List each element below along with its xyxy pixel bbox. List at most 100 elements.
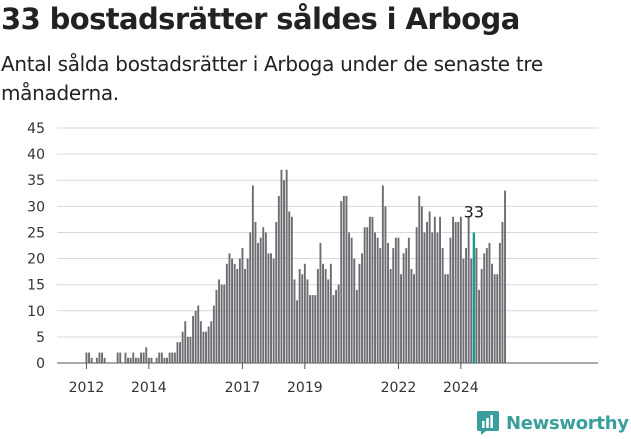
highlight-callout: 33 <box>464 202 484 221</box>
bar <box>402 253 405 363</box>
bar <box>387 242 389 363</box>
bar <box>488 242 491 363</box>
bar <box>254 222 257 363</box>
bar <box>483 253 486 363</box>
bar <box>88 352 90 363</box>
bar <box>303 263 306 363</box>
bar <box>418 195 421 363</box>
bar <box>163 357 166 363</box>
brand-name: Newsworthy <box>506 412 629 434</box>
bar <box>98 352 101 363</box>
bar <box>262 227 265 363</box>
bar <box>158 352 161 363</box>
bars <box>85 169 506 363</box>
bar <box>306 279 309 363</box>
bar <box>376 237 379 363</box>
bar <box>283 180 285 363</box>
bar <box>345 195 348 363</box>
bar <box>184 321 187 363</box>
bar <box>119 352 122 363</box>
bar <box>127 357 129 363</box>
bar <box>350 237 353 363</box>
bar <box>332 295 335 363</box>
bar <box>259 237 262 363</box>
bar <box>368 216 371 363</box>
bar <box>498 242 501 363</box>
y-tick-label: 5 <box>36 330 45 346</box>
x-tick-label: 2024 <box>443 380 479 396</box>
bar <box>322 263 324 363</box>
bar <box>439 216 441 363</box>
bar <box>140 352 142 363</box>
chart-subtitle: Antal sålda bostadsrätter i Arboga under… <box>1 52 543 105</box>
bar <box>116 352 119 363</box>
bar <box>457 222 460 363</box>
bar-chart-logo-icon <box>477 411 499 435</box>
bar <box>220 284 223 363</box>
bar <box>212 305 215 363</box>
bar <box>134 357 137 363</box>
bar <box>207 326 210 363</box>
bar <box>459 216 462 363</box>
bar <box>275 222 278 363</box>
bar <box>358 263 361 363</box>
bar <box>225 263 228 363</box>
bar <box>202 331 205 363</box>
bar <box>270 253 272 363</box>
x-tick-label: 2014 <box>131 380 167 396</box>
bar <box>433 216 436 363</box>
chart-title: 33 bostadsrätter såldes i Arboga <box>1 2 520 36</box>
bar <box>449 237 452 363</box>
bar <box>197 305 200 363</box>
bar <box>199 321 202 363</box>
bar <box>103 357 106 363</box>
x-tick-label: 2019 <box>287 380 323 396</box>
bar <box>176 342 179 363</box>
bar <box>379 248 382 363</box>
highlight-value-label: 33 <box>464 202 484 221</box>
bar <box>475 248 478 363</box>
bar <box>361 253 363 363</box>
bar <box>280 169 283 363</box>
y-tick-label: 45 <box>27 121 45 137</box>
bar <box>363 227 366 363</box>
bar <box>355 289 358 363</box>
bar <box>496 274 499 363</box>
bar <box>241 248 244 363</box>
bar <box>288 211 291 363</box>
bar <box>400 274 402 363</box>
bar <box>101 352 103 363</box>
bar <box>446 274 449 363</box>
bar <box>171 352 174 363</box>
y-tick-label: 15 <box>27 278 45 294</box>
bar <box>124 352 127 363</box>
bar <box>389 269 392 363</box>
bar <box>431 232 434 363</box>
bar <box>249 232 252 363</box>
bar <box>150 357 153 363</box>
bar <box>491 263 493 363</box>
bar <box>348 232 350 363</box>
bar <box>181 331 184 363</box>
bar <box>160 352 163 363</box>
bar <box>168 352 171 363</box>
bar <box>142 352 145 363</box>
bar <box>194 310 197 363</box>
bar <box>285 169 288 363</box>
bar <box>264 232 267 363</box>
y-tick-label: 10 <box>27 304 45 320</box>
bar <box>296 300 298 363</box>
bar <box>316 269 319 363</box>
bar <box>384 206 387 363</box>
bar <box>428 211 431 363</box>
bar <box>426 222 428 363</box>
bar <box>293 279 296 363</box>
bar <box>85 352 88 363</box>
bar <box>236 269 239 363</box>
newsworthy-logo: Newsworthy <box>476 408 629 438</box>
bar <box>309 295 311 363</box>
bar <box>277 195 280 363</box>
bar <box>335 289 337 363</box>
y-axis: 0 5 10 15 20 25 30 35 40 45 <box>27 121 45 372</box>
bar <box>311 295 314 363</box>
